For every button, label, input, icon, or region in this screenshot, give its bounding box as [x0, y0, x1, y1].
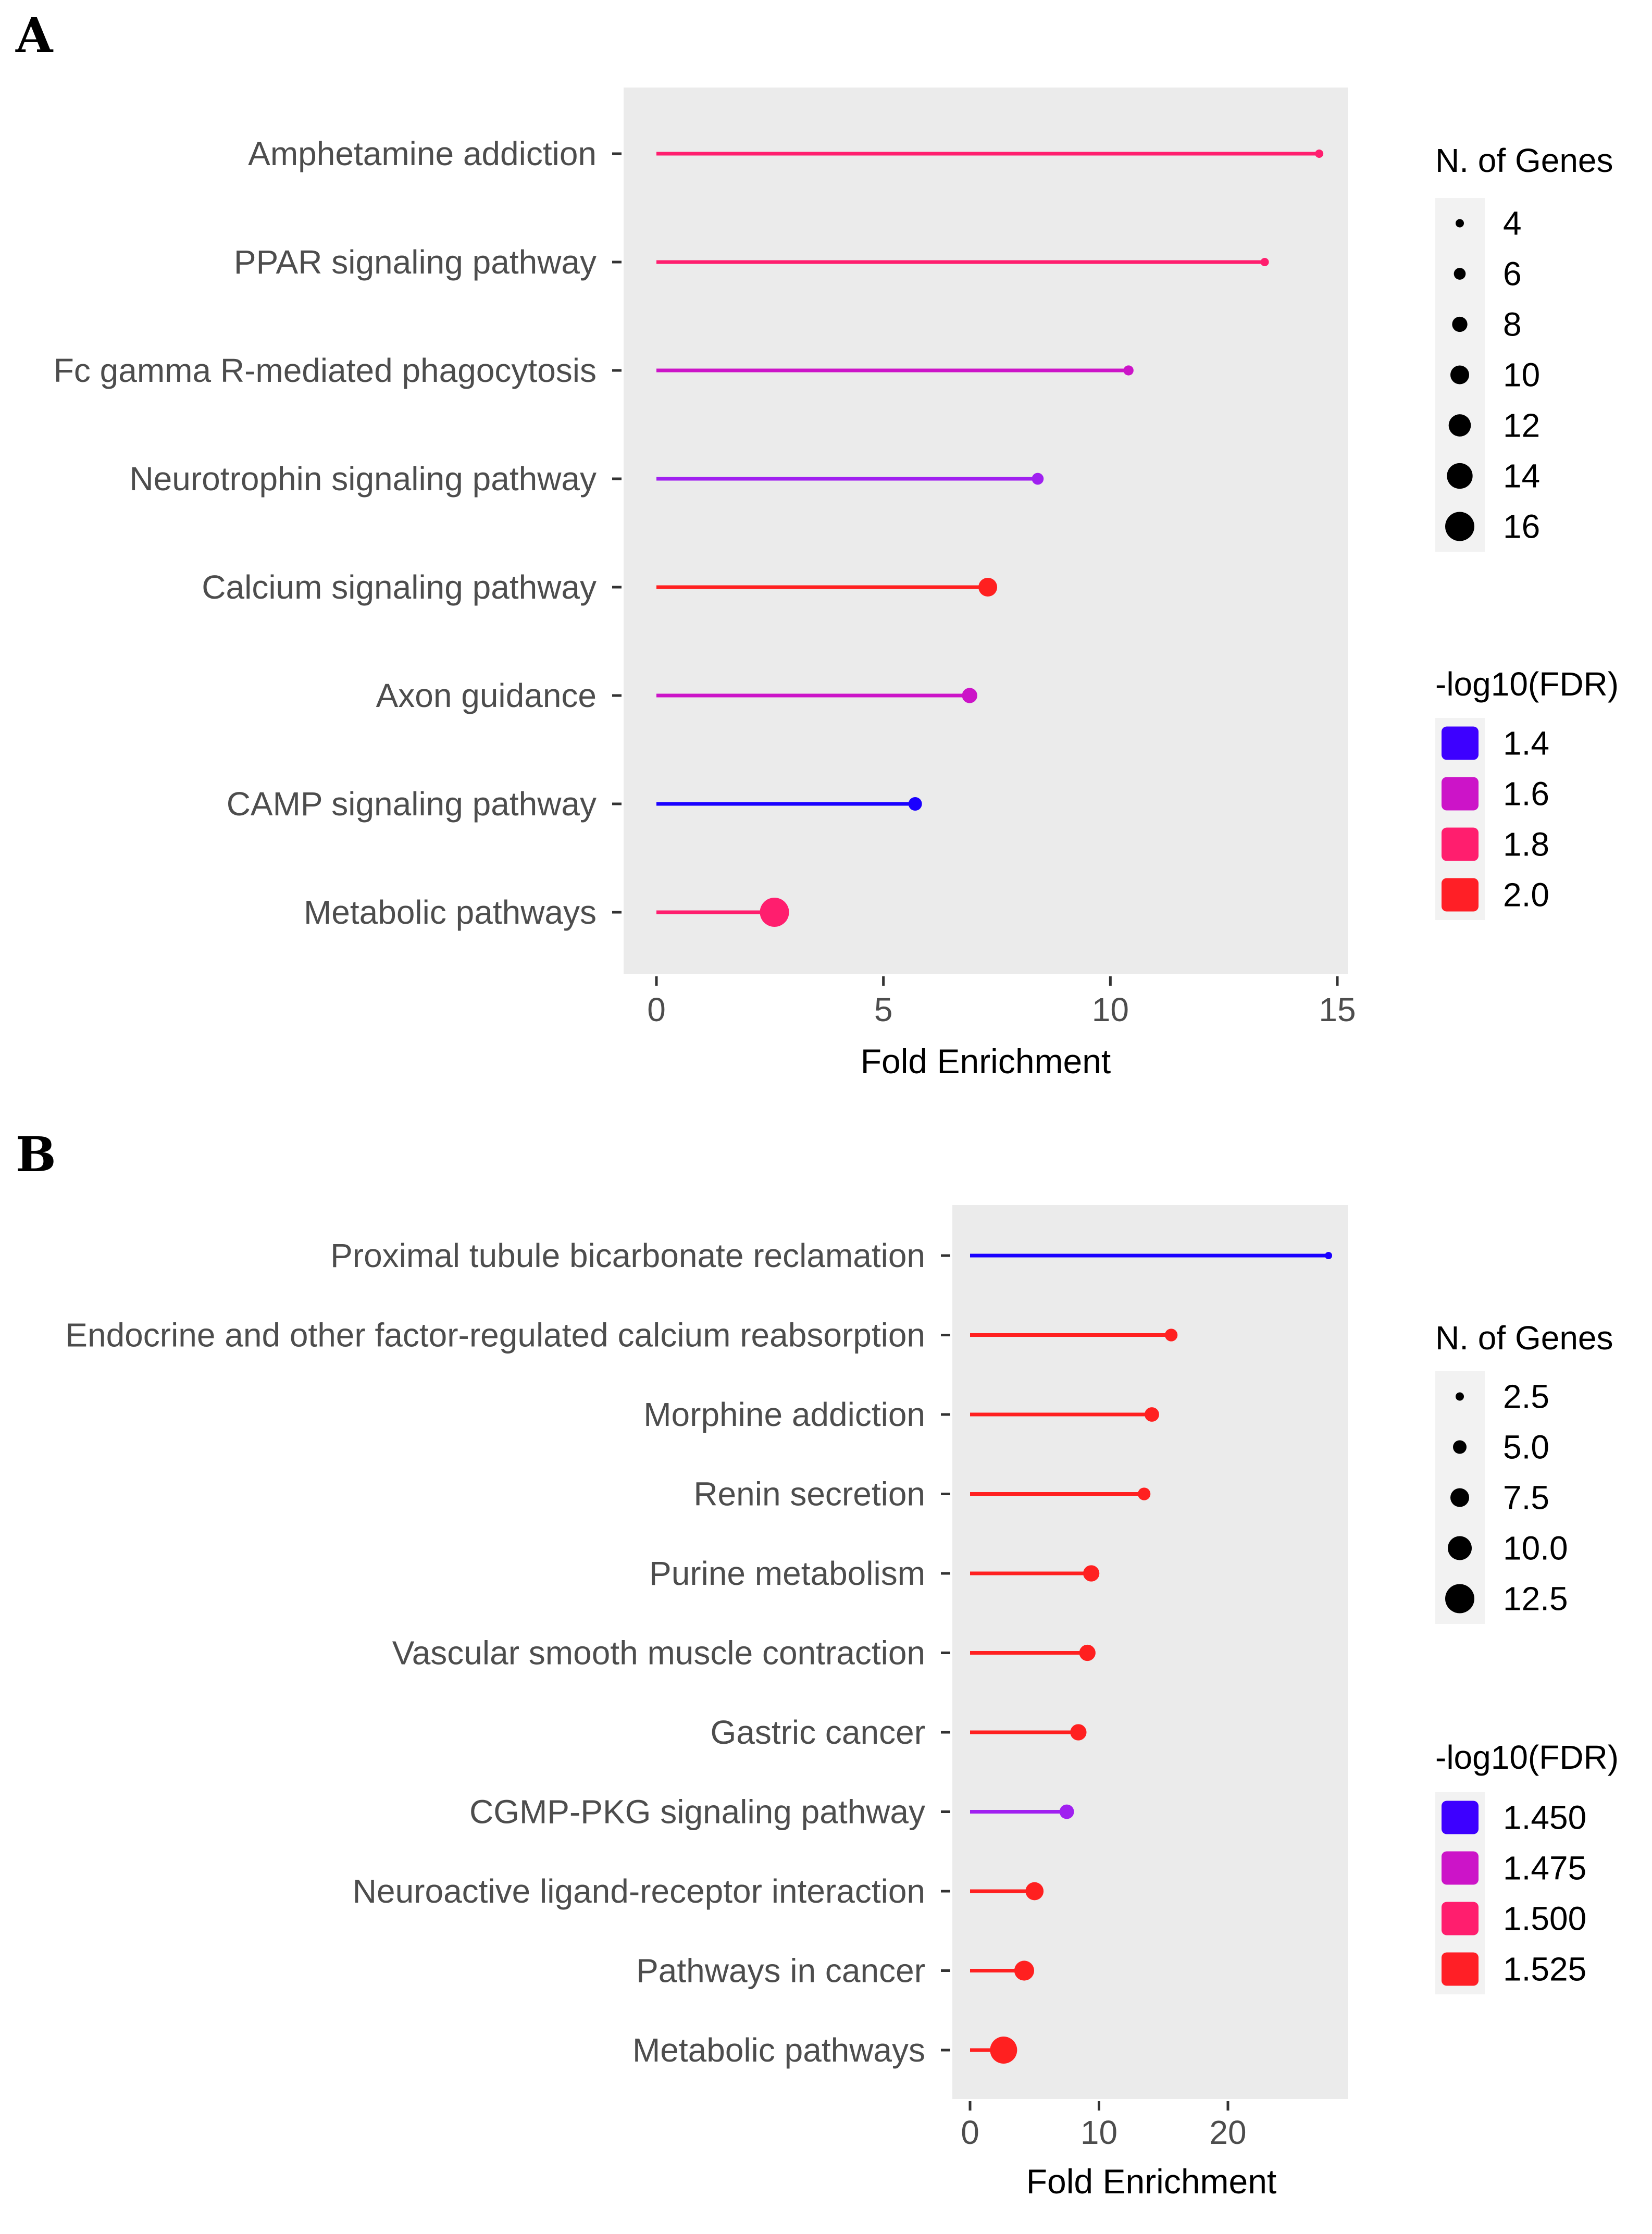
category-label: Gastric cancer — [710, 1714, 925, 1751]
color-legend-key — [1442, 1902, 1479, 1935]
color-legend-key — [1442, 726, 1479, 760]
lollipop-point — [1137, 1487, 1151, 1500]
lollipop-point — [1145, 1407, 1159, 1422]
color-legend-label: 1.525 — [1503, 1951, 1586, 1988]
color-legend-key — [1442, 1952, 1479, 1986]
chart-panel-b: B Proximal tubule bicarbonate reclamation… — [16, 1126, 1619, 2201]
size-legend-label: 5.0 — [1503, 1429, 1549, 1466]
lollipop-point — [1032, 473, 1044, 485]
size-legend-label: 16 — [1503, 508, 1540, 545]
color-legend-key — [1442, 827, 1479, 861]
category-label: Calcium signaling pathway — [202, 568, 597, 606]
lollipop-point — [1164, 1329, 1178, 1342]
color-legend-label: 1.500 — [1503, 1900, 1586, 1938]
category-label: Fc gamma R-mediated phagocytosis — [54, 352, 597, 389]
x-axis-title: Fold Enrichment — [1026, 2162, 1277, 2201]
category-label: PPAR signaling pathway — [234, 243, 597, 281]
lollipop-point — [990, 2037, 1017, 2064]
x-axis-title: Fold Enrichment — [861, 1042, 1111, 1081]
size-legend-key — [1447, 463, 1473, 489]
category-label: Axon guidance — [376, 677, 597, 714]
size-legend-label: 14 — [1503, 457, 1540, 495]
color-legend-label: 2.0 — [1503, 876, 1549, 914]
size-legend-key — [1454, 268, 1466, 280]
category-label: Amphetamine addiction — [248, 135, 597, 172]
category-label: Renin secretion — [693, 1475, 925, 1513]
lollipop-point — [760, 898, 789, 927]
category-label: Neurotrophin signaling pathway — [129, 460, 597, 498]
size-legend-key — [1448, 1536, 1472, 1560]
lollipop-point — [1325, 1252, 1333, 1259]
lollipop-point — [1059, 1804, 1074, 1819]
size-legend-key — [1452, 316, 1468, 332]
category-label: Purine metabolism — [649, 1555, 925, 1592]
color-legend-key — [1442, 1851, 1479, 1885]
x-tick-label: 10 — [1092, 991, 1129, 1028]
lollipop-point — [1260, 258, 1269, 266]
x-tick-label: 15 — [1319, 991, 1356, 1028]
color-legend-label: 1.450 — [1503, 1799, 1586, 1836]
color-legend-key — [1442, 777, 1479, 811]
size-legend-label: 12.5 — [1503, 1580, 1568, 1618]
color-legend-key — [1442, 878, 1479, 912]
size-legend-title: N. of Genes — [1435, 142, 1613, 179]
chart-panel-a: A Amphetamine addiction PPAR signaling pat… — [15, 7, 1619, 1081]
size-legend-key — [1453, 1440, 1467, 1454]
lollipop-point — [1315, 150, 1324, 158]
size-legend-label: 6 — [1503, 255, 1522, 293]
category-label: CGMP-PKG signaling pathway — [469, 1793, 925, 1831]
x-tick-label: 20 — [1209, 2114, 1246, 2151]
plot-background — [624, 88, 1348, 974]
category-label: Neuroactive ligand-receptor interaction — [353, 1872, 925, 1910]
x-tick-label: 10 — [1080, 2114, 1117, 2151]
category-label: Pathways in cancer — [636, 1952, 925, 1990]
lollipop-point — [1079, 1644, 1096, 1661]
size-legend-label: 12 — [1503, 407, 1540, 444]
size-legend-title: N. of Genes — [1435, 1319, 1613, 1357]
category-label: Proximal tubule bicarbonate reclamation — [330, 1237, 925, 1274]
lollipop-point — [1083, 1565, 1100, 1582]
lollipop-point — [978, 578, 998, 597]
lollipop-point — [1025, 1882, 1044, 1901]
x-tick-label: 0 — [961, 2114, 979, 2151]
lollipop-point — [962, 688, 977, 703]
color-legend-label: 1.8 — [1503, 826, 1549, 863]
size-legend-key — [1445, 512, 1474, 541]
category-label: Endocrine and other factor-regulated cal… — [65, 1317, 925, 1354]
size-legend-key — [1450, 365, 1469, 384]
x-tick-label: 0 — [647, 991, 666, 1028]
category-label: Morphine addiction — [643, 1396, 925, 1433]
size-legend-label: 7.5 — [1503, 1479, 1549, 1517]
color-legend-key — [1442, 1801, 1479, 1834]
size-legend-label: 2.5 — [1503, 1378, 1549, 1416]
color-legend-label: 1.4 — [1503, 725, 1549, 762]
panel-letter: B — [16, 1126, 56, 1183]
x-tick-label: 5 — [874, 991, 893, 1028]
category-label: Metabolic pathways — [632, 2031, 925, 2069]
size-legend-label: 10.0 — [1503, 1530, 1568, 1567]
lollipop-point — [908, 797, 922, 811]
panel-letter: A — [15, 7, 54, 64]
size-legend-label: 4 — [1503, 205, 1522, 242]
size-legend-label: 8 — [1503, 306, 1522, 343]
size-legend-key — [1445, 1584, 1474, 1614]
color-legend-label: 1.475 — [1503, 1850, 1586, 1887]
color-legend-title: -log10(FDR) — [1435, 665, 1619, 703]
size-legend-key — [1456, 1392, 1464, 1401]
size-legend-key — [1448, 414, 1471, 437]
color-legend-label: 1.6 — [1503, 775, 1549, 813]
category-label: Vascular smooth muscle contraction — [392, 1634, 925, 1672]
lollipop-point — [1123, 365, 1134, 376]
lollipop-point — [1014, 1960, 1035, 1981]
category-label: Metabolic pathways — [304, 893, 597, 931]
size-legend-key — [1450, 1488, 1469, 1507]
lollipop-point — [1070, 1724, 1087, 1741]
category-label: CAMP signaling pathway — [227, 785, 597, 823]
size-legend-label: 10 — [1503, 356, 1540, 394]
size-legend-key — [1456, 219, 1464, 228]
color-legend-title: -log10(FDR) — [1435, 1739, 1619, 1776]
